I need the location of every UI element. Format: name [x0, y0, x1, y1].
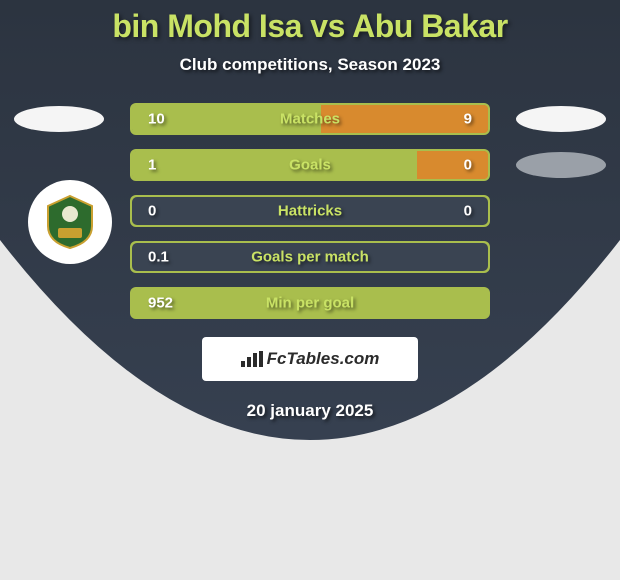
value-right: 0 [464, 203, 472, 220]
stat-bar: 0 0 Hattricks [130, 195, 490, 227]
value-right: 9 [464, 111, 472, 128]
date-text: 20 january 2025 [247, 401, 374, 421]
stat-bar: 1 0 Goals [130, 149, 490, 181]
value-left: 0 [148, 203, 156, 220]
brand-box: FcTables.com [202, 337, 418, 381]
stat-label: Min per goal [266, 295, 354, 312]
value-left: 10 [148, 111, 165, 128]
fill-left [132, 151, 417, 179]
value-left: 0.1 [148, 249, 169, 266]
brand-text: FcTables.com [267, 349, 380, 369]
comparison-rows: 109Matches10Goals00Hattricks0.1Goals per… [0, 103, 620, 319]
stat-label: Goals [289, 157, 331, 174]
stat-row: 1 0 Goals [0, 149, 620, 181]
chart-icon [241, 351, 263, 367]
page-title: bin Mohd Isa vs Abu Bakar [112, 8, 507, 45]
stat-row: 0 0 Hattricks [0, 195, 620, 227]
stat-row: 10 9 Matches [0, 103, 620, 135]
stat-bar: 952 Min per goal [130, 287, 490, 319]
player-badge-right [516, 106, 606, 132]
stat-bar: 10 9 Matches [130, 103, 490, 135]
value-left: 952 [148, 295, 173, 312]
subtitle: Club competitions, Season 2023 [180, 55, 441, 75]
fill-right [417, 151, 488, 179]
value-left: 1 [148, 157, 156, 174]
stat-row: 0.1 Goals per match [0, 241, 620, 273]
stat-bar: 0.1 Goals per match [130, 241, 490, 273]
value-right: 0 [464, 157, 472, 174]
stat-row: 952 Min per goal [0, 287, 620, 319]
stat-label: Goals per match [251, 249, 369, 266]
stat-label: Hattricks [278, 203, 342, 220]
player-badge-right [516, 152, 606, 178]
stat-label: Matches [280, 111, 340, 128]
player-badge-left [14, 106, 104, 132]
